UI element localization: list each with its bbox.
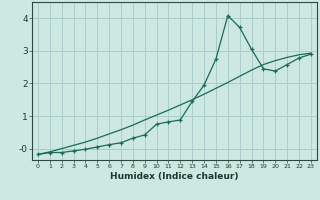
- X-axis label: Humidex (Indice chaleur): Humidex (Indice chaleur): [110, 172, 239, 181]
